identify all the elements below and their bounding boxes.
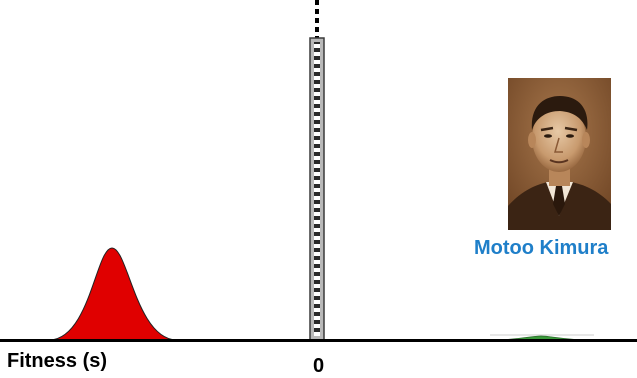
neutral-mutation-bar-pattern bbox=[314, 42, 320, 336]
portrait-name-label: Motoo Kimura bbox=[474, 237, 609, 259]
zero-tick-label: 0 bbox=[313, 355, 324, 377]
portrait-photo-icon bbox=[508, 78, 611, 230]
x-axis-label: Fitness (s) bbox=[7, 350, 107, 372]
portrait-photo bbox=[508, 78, 611, 230]
deleterious-peak bbox=[49, 247, 177, 341]
